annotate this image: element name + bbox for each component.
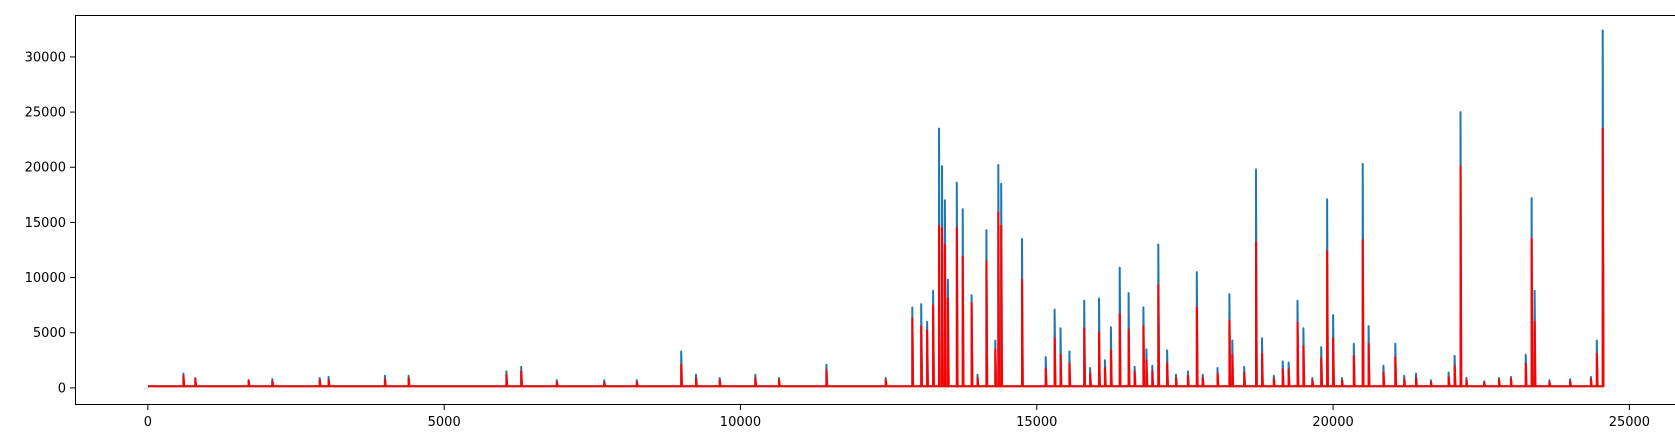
plot-background <box>75 15 1675 405</box>
y-axis: 0 5000 10000 15000 20000 25000 30000 <box>25 50 75 396</box>
x-tick-label: 20000 <box>1312 415 1353 430</box>
x-tick-label: 0 <box>144 415 152 430</box>
series-layer <box>147 29 1605 388</box>
y-tick-label: 30000 <box>25 50 66 65</box>
y-tick-label: 10000 <box>25 271 66 286</box>
x-tick-label: 10000 <box>720 415 761 430</box>
x-tick-label: 25000 <box>1609 415 1650 430</box>
y-tick-label: 5000 <box>33 326 66 341</box>
y-tick-label: 15000 <box>25 216 66 231</box>
plot-frame <box>75 15 1675 405</box>
x-tick-label: 15000 <box>1016 415 1057 430</box>
x-tick-label: 5000 <box>428 415 461 430</box>
series-line-2 <box>147 127 1605 388</box>
x-axis: 0 5000 10000 15000 20000 25000 <box>144 405 1650 430</box>
y-tick-label: 25000 <box>25 106 66 121</box>
y-tick-label: 0 <box>58 381 66 396</box>
y-tick-label: 20000 <box>25 161 66 176</box>
